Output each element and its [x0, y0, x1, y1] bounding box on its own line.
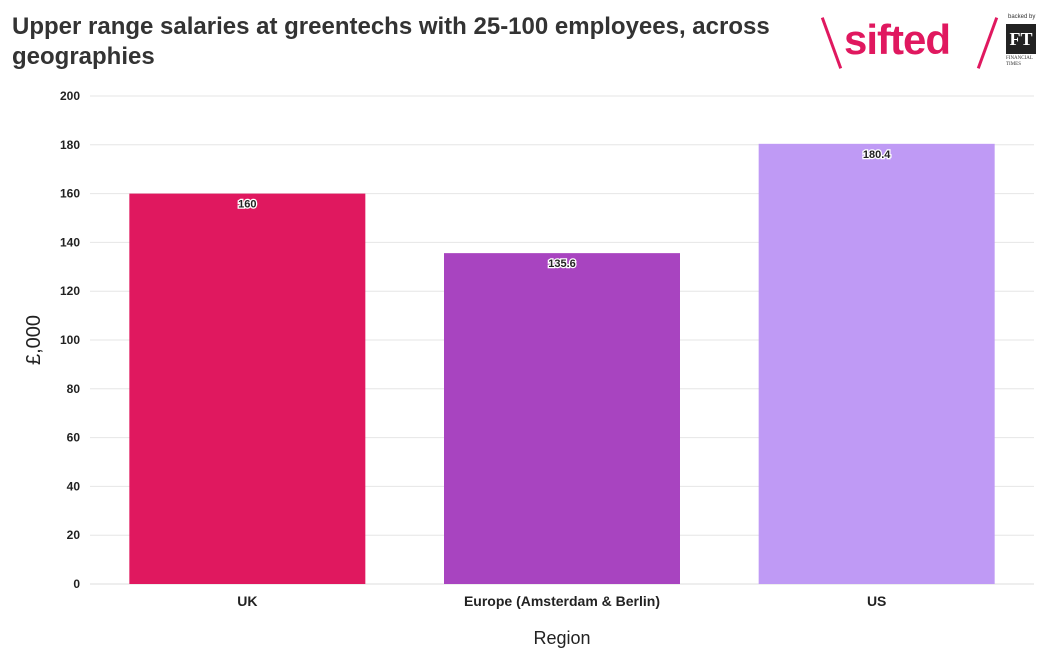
sifted-logo: sifted backed by FT FINANCIAL TIMES [818, 12, 1048, 72]
value-labels: 160 135.6 180.4 [237, 148, 893, 272]
y-tick-label: 60 [67, 431, 81, 445]
bars [129, 143, 995, 585]
y-axis-label: £,000 [23, 315, 45, 365]
x-axis-label: Region [533, 628, 590, 648]
y-tick-label: 120 [60, 284, 80, 298]
logo-slash-left [820, 17, 843, 69]
x-tick-label: US [867, 593, 886, 609]
bar [758, 143, 995, 584]
y-tick-label: 200 [60, 89, 80, 103]
data-label: 135.6 [548, 258, 576, 270]
bar [444, 253, 680, 585]
logo-wordmark: sifted [844, 16, 951, 63]
y-tick-label: 20 [67, 528, 81, 542]
x-axis-ticks: UK Europe (Amsterdam & Berlin) US [237, 593, 886, 609]
data-label: 180.4 [863, 149, 891, 161]
bar [129, 193, 366, 584]
y-tick-label: 100 [60, 333, 80, 347]
backed-by-label: backed by [1008, 14, 1036, 20]
ft-sub-label: FINANCIAL TIMES [1006, 56, 1033, 67]
data-label: 160 [238, 199, 256, 211]
grid-lines [90, 95, 1034, 585]
ft-logo: FT [1006, 24, 1036, 54]
logo-slash-right [976, 17, 999, 69]
y-axis-ticks: 0 20 40 60 80 100 120 140 160 180 200 [60, 89, 80, 591]
y-tick-label: 140 [60, 235, 80, 249]
x-tick-label: UK [237, 593, 257, 609]
y-tick-label: 160 [60, 187, 80, 201]
y-tick-label: 180 [60, 138, 80, 152]
chart-title: Upper range salaries at greentechs with … [12, 13, 770, 70]
y-tick-label: 0 [73, 577, 80, 591]
y-tick-label: 80 [67, 382, 81, 396]
x-tick-label: Europe (Amsterdam & Berlin) [464, 593, 660, 609]
y-tick-label: 40 [67, 479, 81, 493]
